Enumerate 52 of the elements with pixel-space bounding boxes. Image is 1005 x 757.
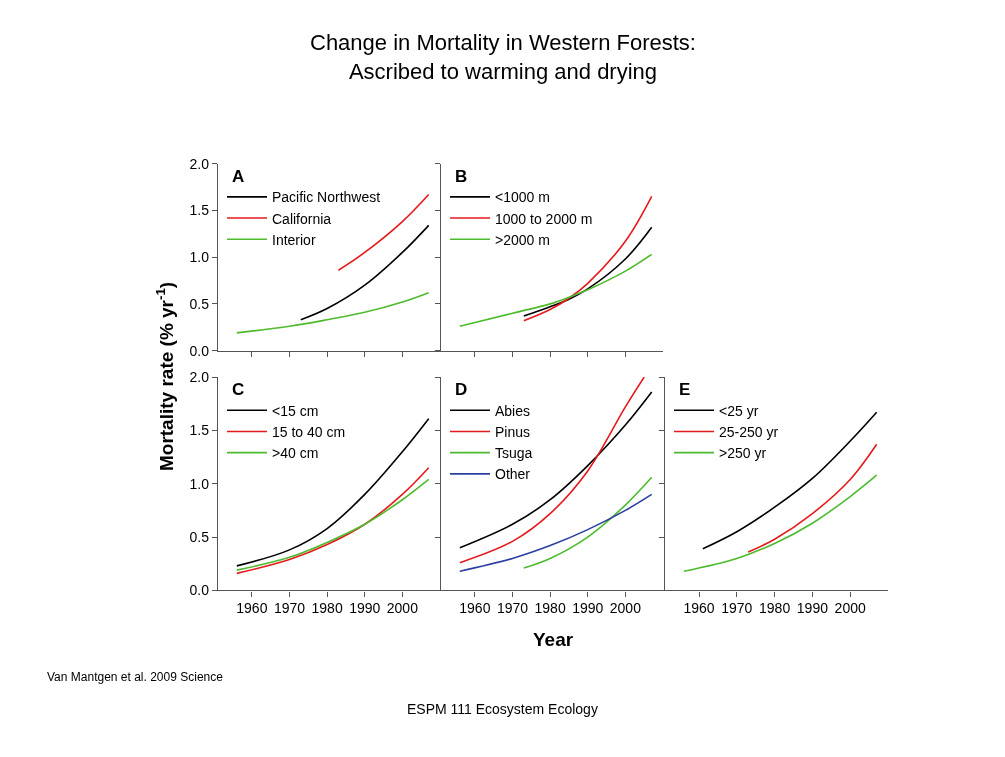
chart-title: C <box>232 380 245 399</box>
x-tick-label: 1970 <box>496 600 529 617</box>
x-tick-label: 1960 <box>459 600 491 617</box>
text: Van Mantgen et al. 2009 Science <box>47 670 224 684</box>
legend-label: Other <box>495 466 531 483</box>
legend-label: California <box>272 210 332 227</box>
x-tick-label: 1990 <box>349 600 381 617</box>
y-tick-label: 2.0 <box>189 155 210 172</box>
x-tick-label: 1990 <box>796 600 829 617</box>
legend-label: Pacific Northwest <box>272 189 381 206</box>
text: Year <box>533 629 574 650</box>
legend-label: Abies <box>495 402 531 419</box>
line-series <box>236 417 430 567</box>
chart-title: B <box>455 167 468 186</box>
x-tick-label: 1980 <box>759 600 791 617</box>
x-tick-label: 1980 <box>311 600 343 617</box>
y-tick-label: 1.0 <box>189 475 210 492</box>
legend-label: 1000 to 2000 m <box>495 210 593 227</box>
chart-title: D <box>455 380 468 399</box>
legend-label: >250 yr <box>719 445 767 462</box>
x-tick-label: 1990 <box>572 600 604 617</box>
legend-label: <1000 m <box>495 189 550 206</box>
legend-label: Pinus <box>495 423 531 440</box>
legend-label: Interior <box>272 231 316 248</box>
y-tick-label: 0.5 <box>189 528 210 545</box>
y-tick-label: 0.5 <box>189 295 210 312</box>
legend-label: 25-250 yr <box>719 423 779 440</box>
x-tick-label: 1960 <box>236 600 268 617</box>
legend-label: >2000 m <box>495 231 550 248</box>
x-tick-label: 2000 <box>386 600 419 617</box>
line-series <box>236 291 430 334</box>
x-tick-label: 1970 <box>273 600 306 617</box>
y-tick-label: 1.0 <box>189 249 210 266</box>
y-tick-label: 1.5 <box>189 202 210 219</box>
x-tick-label: 1980 <box>534 600 566 617</box>
x-tick-label: 1960 <box>683 600 715 617</box>
y-tick-label: 1.5 <box>189 422 210 439</box>
x-tick-label: 2000 <box>834 600 866 617</box>
x-tick-label: 2000 <box>609 600 642 617</box>
chart-title: A <box>232 167 245 186</box>
y-tick-label: 0.0 <box>189 582 210 599</box>
legend-label: <15 cm <box>272 402 319 419</box>
legend-label: <25 yr <box>719 402 759 419</box>
y-tick-label: 0.0 <box>189 342 210 359</box>
legend-label: 15 to 40 cm <box>272 423 346 440</box>
x-tick-label: 1970 <box>721 600 753 617</box>
y-tick-label: 2.0 <box>189 368 210 385</box>
legend-label: >40 cm <box>272 445 319 462</box>
text: Change in Mortality in Western Forests: Ascribed to warming and drying <box>310 30 696 84</box>
legend-label: Tsuga <box>495 445 533 462</box>
chart-title: E <box>679 380 691 399</box>
text: ESPM 111 Ecosystem Ecology <box>407 701 598 717</box>
